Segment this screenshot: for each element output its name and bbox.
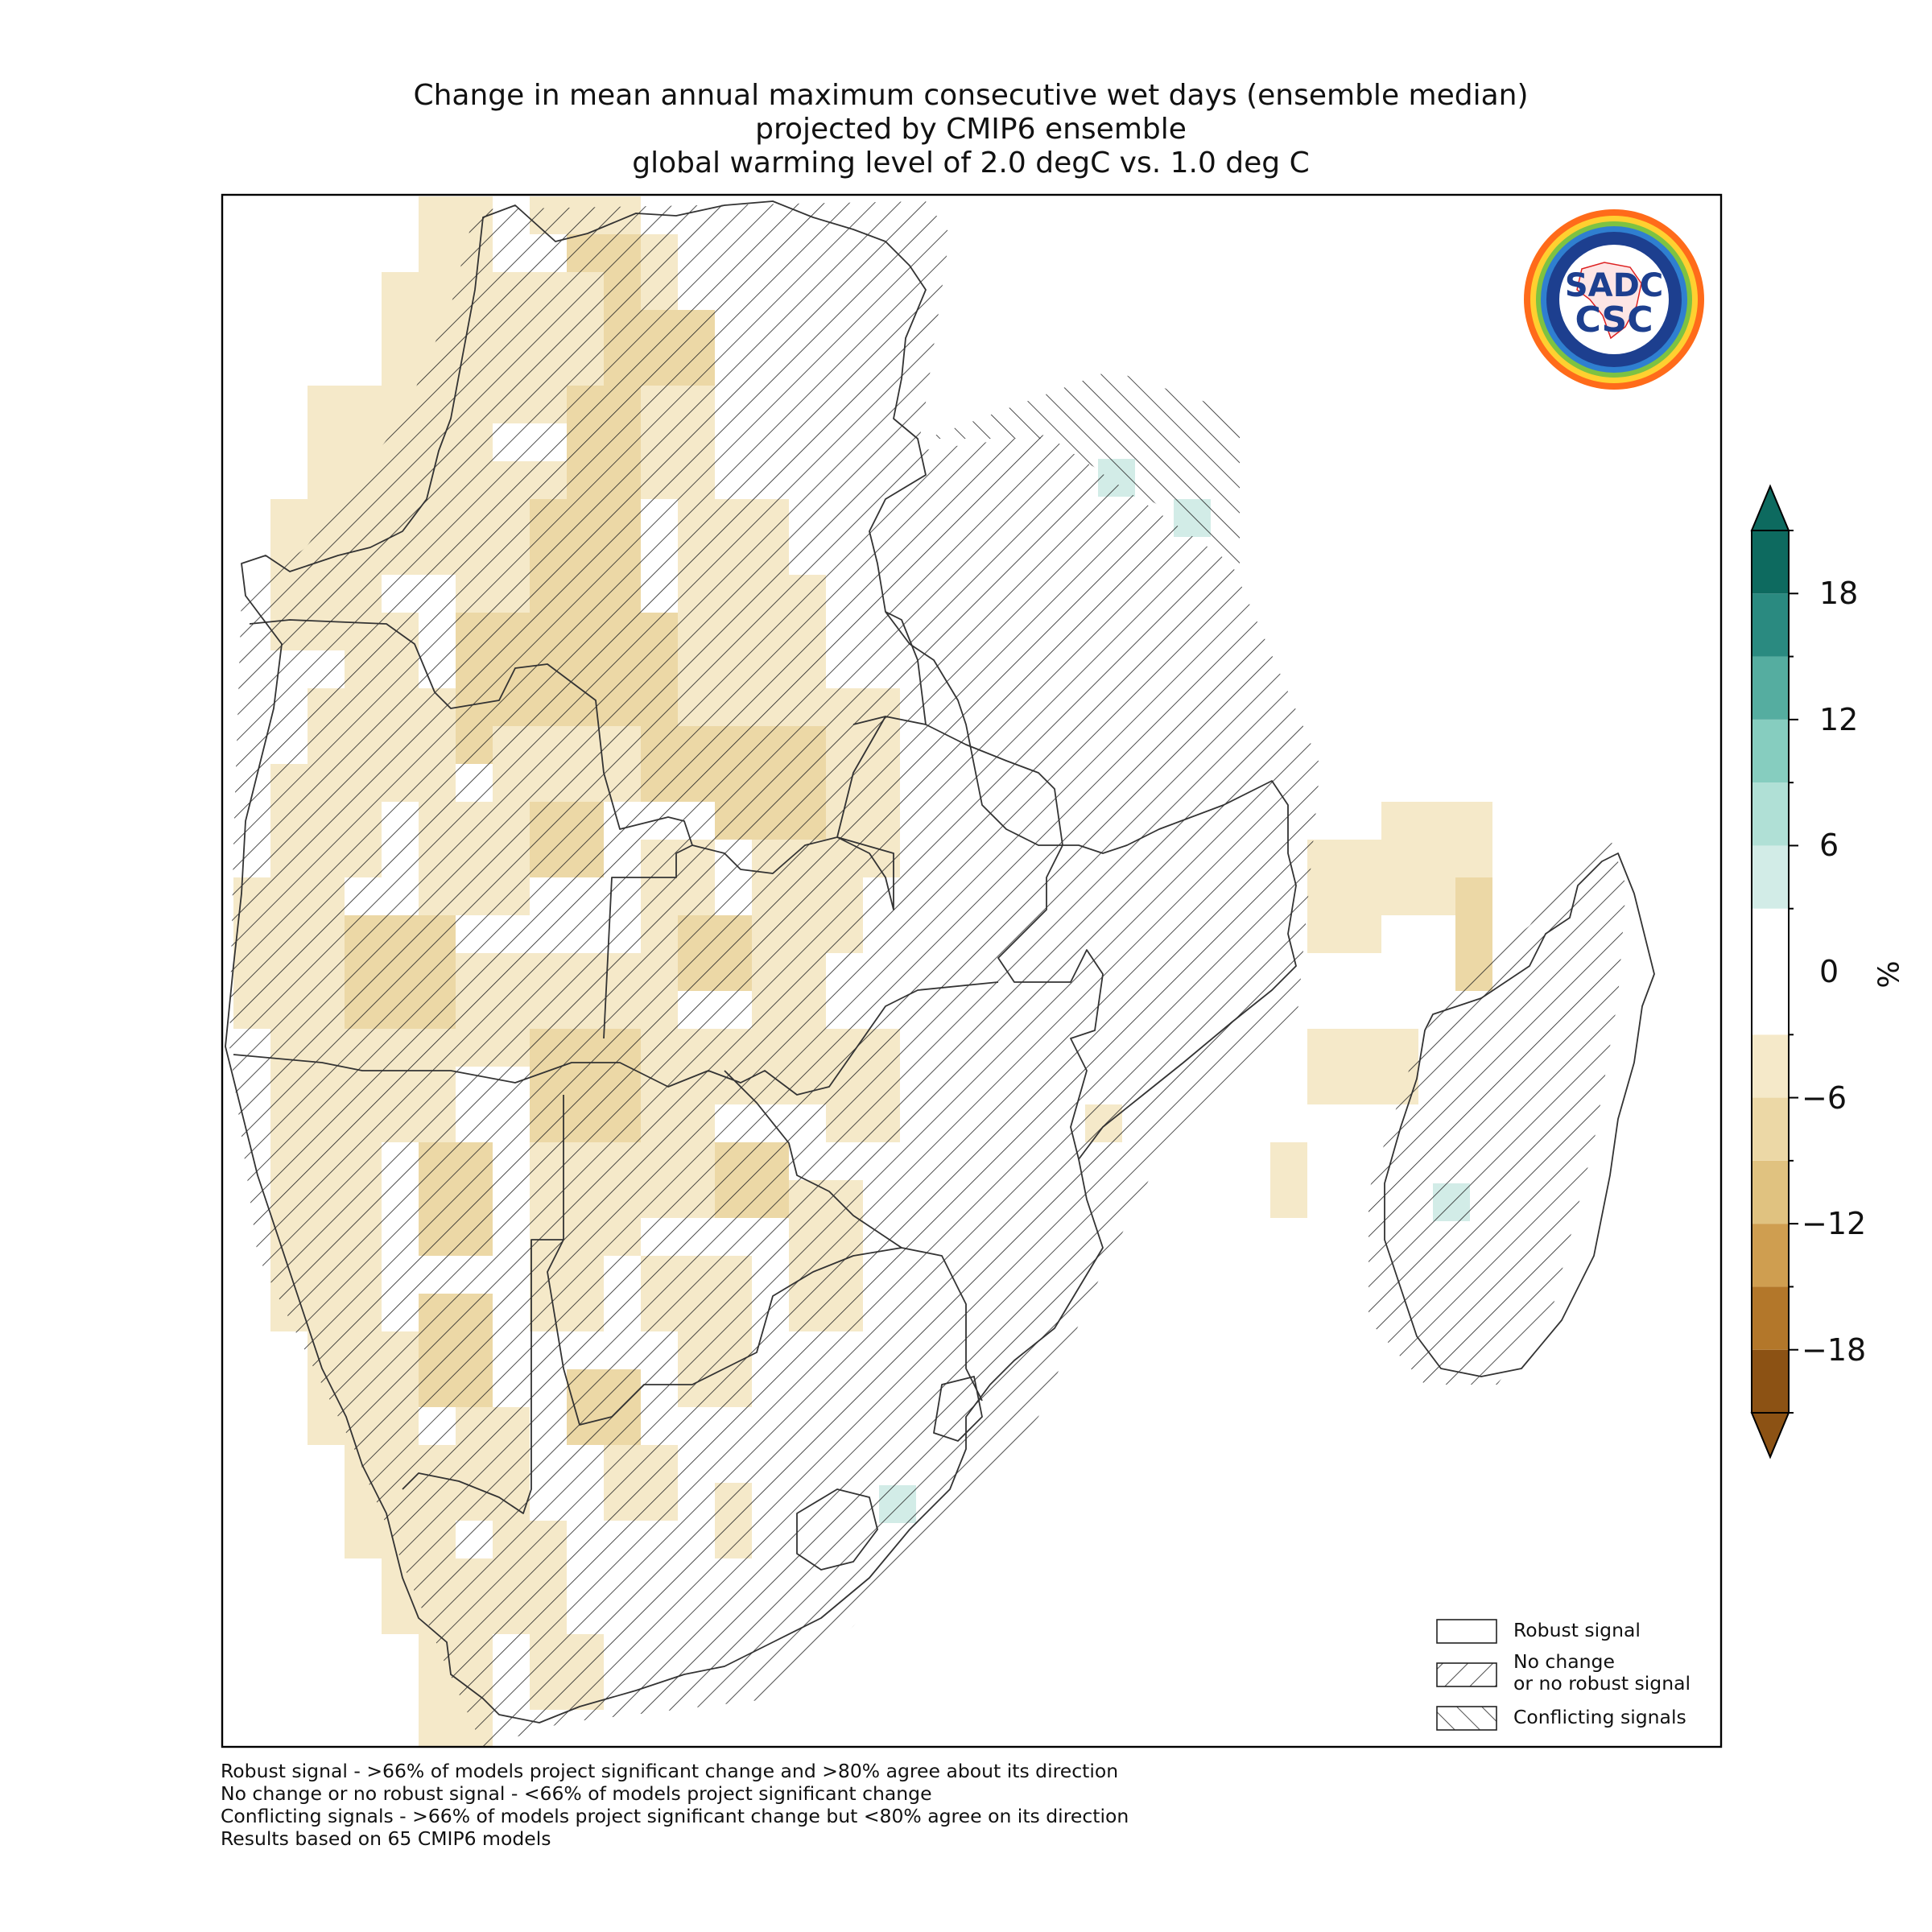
- colorbar-extend-over: [1750, 484, 1790, 531]
- footnote-no-change: No change or no robust signal - <66% of …: [221, 1782, 932, 1805]
- colorbar-tick-label: 6: [1819, 828, 1839, 864]
- logo-mark-csc: CSC: [1575, 299, 1653, 341]
- colorbar-segment: [1752, 1034, 1789, 1098]
- colorbar-segment: [1752, 719, 1789, 783]
- conflicting-signals-hatch: [926, 370, 1240, 580]
- no-robust-signal-hatch-mainland: [229, 201, 1320, 1747]
- colorbar-segment: [1752, 908, 1789, 1035]
- eswatini-border: [933, 1376, 983, 1442]
- hatch-legend: [1436, 1619, 1497, 1731]
- map-title-line3: global warming level of 2.0 degC vs. 1.0…: [632, 147, 1310, 180]
- colorbar-tick-label: −18: [1802, 1331, 1867, 1368]
- legend-label-conflicting: Conflicting signals: [1513, 1706, 1686, 1728]
- footnote-conflicting: Conflicting signals - >66% of models pro…: [221, 1805, 1129, 1827]
- colorbar-tick-label: 18: [1819, 576, 1859, 612]
- colorbar-unit-label: %: [1872, 960, 1906, 989]
- footnote-robust: Robust signal - >66% of models project s…: [221, 1760, 1119, 1782]
- legend-label-no-change-1: No change: [1513, 1650, 1615, 1673]
- map-title-line2: projected by CMIP6 ensemble: [755, 113, 1187, 146]
- colorbar-segment: [1752, 1160, 1789, 1224]
- colorbar-segment: [1752, 530, 1789, 594]
- legend-label-no-change-2: or no robust signal: [1513, 1672, 1691, 1695]
- colorbar-segment: [1752, 782, 1789, 846]
- colorbar-tick-label: 12: [1819, 701, 1859, 737]
- africa-coastline: [225, 200, 1297, 1724]
- map-title-line1: Change in mean annual maximum consecutiv…: [413, 79, 1529, 112]
- colorbar-segment: [1752, 1097, 1789, 1161]
- legend-swatch-robust: [1436, 1619, 1497, 1644]
- legend-swatch-no-change: [1436, 1662, 1497, 1687]
- colorbar-frame: [1751, 530, 1790, 1414]
- country-borders: [233, 611, 1104, 1514]
- lesotho-border: [796, 1488, 878, 1571]
- legend-swatch-conflicting: [1436, 1706, 1497, 1731]
- colorbar-extend-under: [1750, 1412, 1790, 1459]
- colorbar-segment: [1752, 1349, 1789, 1413]
- colorbar-segment: [1752, 593, 1789, 657]
- sadc-csc-logo: SADC CSC: [1524, 209, 1704, 390]
- legend-label-robust: Robust signal: [1513, 1619, 1641, 1641]
- colorbar-segment: [1752, 845, 1789, 909]
- colorbar-tick-label: 0: [1819, 954, 1839, 989]
- footnote-models: Results based on 65 CMIP6 models: [221, 1827, 551, 1850]
- madagascar-coastline: [1384, 852, 1655, 1377]
- colorbar-tick-label: −12: [1802, 1206, 1867, 1242]
- data-cell: [1270, 1142, 1307, 1218]
- africa-outline-icon: [1576, 262, 1642, 340]
- footnotes: Robust signal - >66% of models project s…: [221, 1760, 1129, 1850]
- logo-mark-sadc: SADC: [1565, 267, 1663, 304]
- colorbar-tick-label: −6: [1802, 1080, 1847, 1116]
- data-cell: [1307, 840, 1381, 953]
- data-cell: [1307, 1029, 1418, 1104]
- colorbar-segment: [1752, 1224, 1789, 1287]
- colorbar-segment: [1752, 1286, 1789, 1350]
- map-frame: [221, 193, 1723, 1748]
- hatch-layer: [229, 201, 1626, 1747]
- no-robust-signal-hatch-madagascar: [1368, 837, 1626, 1385]
- borders-layer: [225, 200, 1655, 1724]
- colorbar: [1750, 484, 1798, 1459]
- colorbar-segment: [1752, 656, 1789, 720]
